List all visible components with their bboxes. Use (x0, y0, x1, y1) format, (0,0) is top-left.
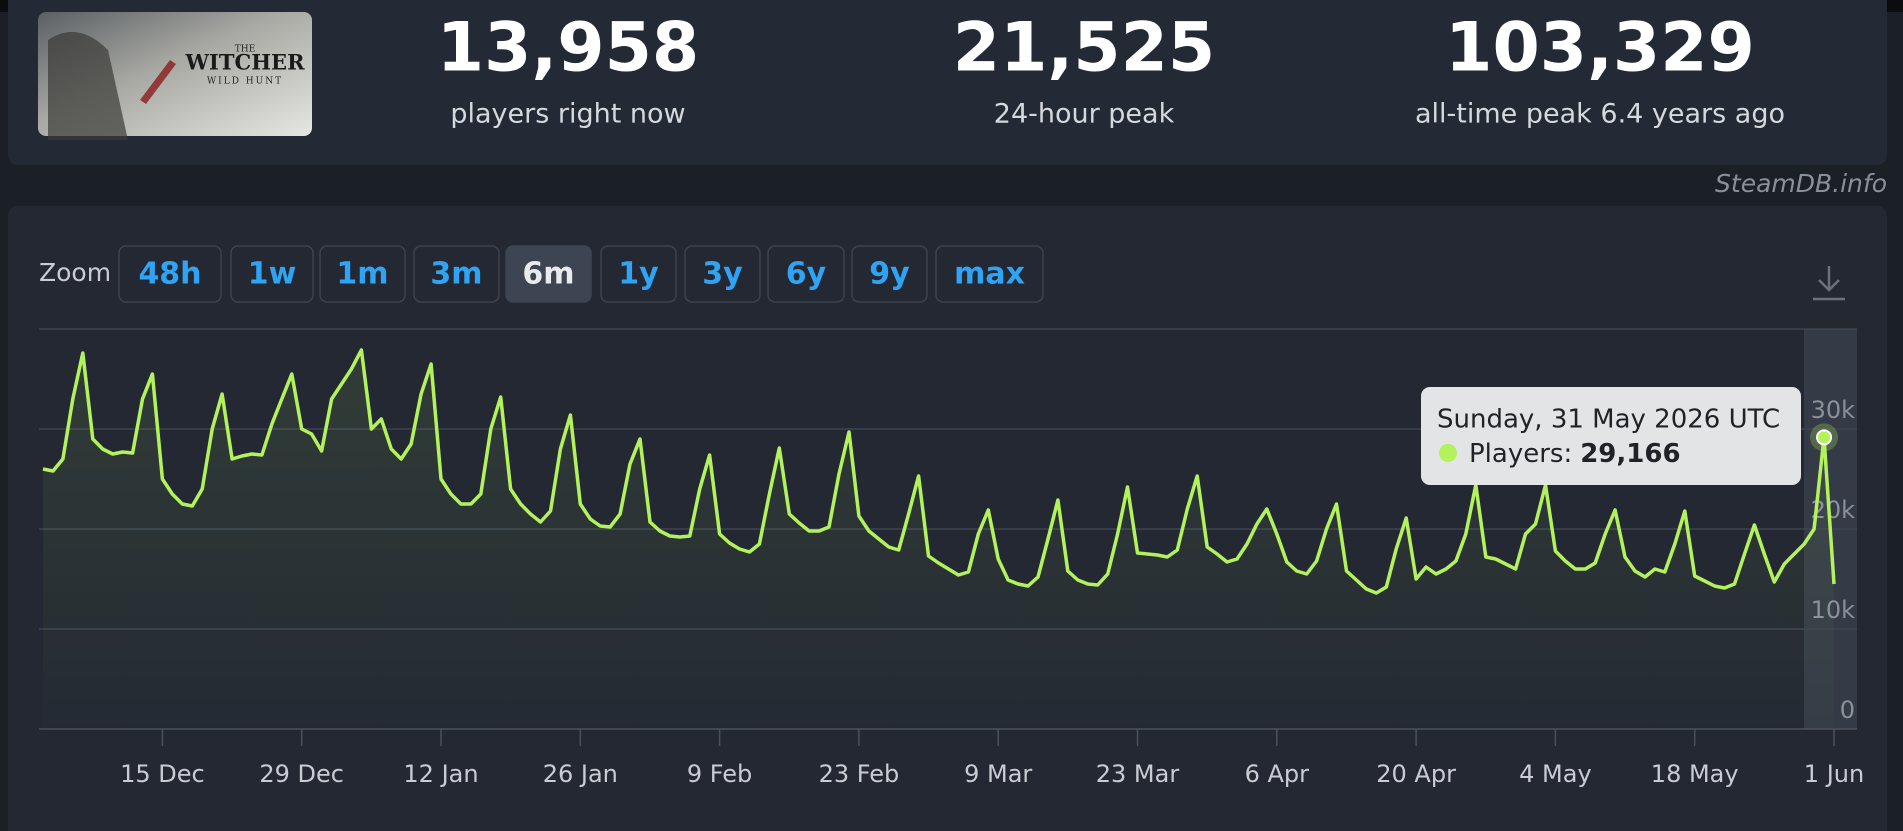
x-tick-label: 9 Feb (687, 760, 752, 788)
y-tick-label: 0 (1840, 696, 1855, 724)
x-tick-label: 23 Mar (1096, 760, 1180, 788)
zoom-button[interactable] (684, 245, 761, 303)
logo-text: THE (235, 45, 255, 55)
y-tick-label: 30k (1811, 396, 1856, 424)
zoom-button[interactable] (230, 245, 314, 303)
zoom-button[interactable] (319, 245, 406, 303)
game-art (140, 60, 176, 104)
zoom-label: Zoom (39, 258, 111, 287)
tooltip-box (1421, 387, 1801, 485)
x-tick-label: 4 May (1519, 760, 1592, 788)
zoom-button-label[interactable]: 6y (786, 257, 827, 292)
x-tick-label: 26 Jan (543, 760, 618, 788)
zoom-buttons: 48h 1w 1m 3m 6m 1y 3y 6y 9y max (118, 245, 1044, 303)
x-tick-label: 6 Apr (1245, 760, 1310, 788)
stats-panel (8, 0, 1887, 165)
x-tick-label: 20 Apr (1376, 760, 1456, 788)
zoom-button[interactable] (851, 245, 928, 303)
zoom-button-label[interactable]: 9y (869, 257, 910, 292)
watermark: SteamDB.info (1715, 169, 1887, 198)
stat-label: 24-hour peak (994, 99, 1175, 130)
zoom-button-label[interactable]: 3m (430, 257, 482, 292)
zoom-button[interactable] (600, 245, 677, 303)
x-tick-label: 1 Jun (1804, 760, 1864, 788)
stat-value: 21,525 (953, 9, 1215, 88)
x-tick-label: 12 Jan (403, 760, 478, 788)
zoom-button-label[interactable]: 48h (138, 257, 201, 292)
zoom-button[interactable] (413, 245, 500, 303)
stats: 13,958 players right now 21,525 24-hour pea… (437, 9, 1785, 130)
zoom-button-label[interactable]: 1m (336, 257, 388, 292)
logo-text: WILD HUNT (207, 77, 283, 87)
download-icon[interactable] (1813, 266, 1845, 301)
zoom-button[interactable] (118, 245, 222, 303)
hover-point (1816, 429, 1833, 446)
x-tick-label: 9 Mar (964, 760, 1032, 788)
tooltip-title: Sunday, 31 May 2026 UTC (1437, 405, 1780, 435)
zoom-button[interactable] (935, 245, 1044, 303)
stat-label: all-time peak 6.4 years ago (1415, 99, 1785, 130)
zoom-button-label[interactable]: 1w (248, 257, 297, 292)
zoom-button[interactable] (767, 245, 845, 303)
zoom-button-label[interactable]: 6m (522, 257, 574, 292)
series-line (42, 348, 1836, 595)
download-arrow (1818, 279, 1840, 292)
x-tick-label: 18 May (1651, 760, 1739, 788)
tooltip-series-label: Players: (1469, 439, 1572, 469)
zoom-button-label[interactable]: 1y (618, 257, 659, 292)
zoom-button[interactable] (505, 245, 592, 303)
zoom-button-label[interactable]: 3y (702, 257, 743, 292)
stat-label: players right now (450, 99, 685, 130)
tooltip-value: Players: 29,166 (1469, 439, 1681, 469)
tooltip-legend-dot (1439, 444, 1457, 462)
stat-value: 13,958 (437, 9, 699, 88)
logo-text: WITCHER (184, 50, 305, 75)
x-tick-label: 15 Dec (120, 760, 205, 788)
x-tick-label: 23 Feb (819, 760, 900, 788)
stat-value: 103,329 (1445, 9, 1755, 88)
x-tick-label: 29 Dec (259, 760, 344, 788)
area-fill (43, 350, 1834, 729)
game-art (48, 32, 128, 140)
tooltip-value-label: 29,166 (1580, 439, 1680, 469)
zoom-button-label[interactable]: max (954, 257, 1025, 292)
